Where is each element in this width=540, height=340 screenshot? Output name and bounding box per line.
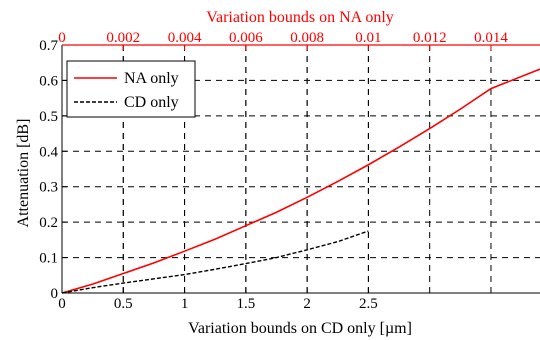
- y-tick-label: 0.3: [39, 180, 58, 196]
- y-tick-label: 0: [51, 286, 59, 302]
- bottom-tick-label: 2.5: [359, 296, 378, 312]
- series-group: [61, 68, 540, 294]
- legend-label: NA only: [124, 70, 179, 87]
- y-tick-label: 0.6: [39, 73, 58, 89]
- bottom-tick-label: 1.5: [236, 296, 255, 312]
- legend-box: [66, 60, 196, 118]
- top-tick-label: 0.006: [229, 30, 263, 46]
- bottom-tick-label: 0: [58, 296, 66, 312]
- y-tick-label: 0.2: [39, 215, 58, 231]
- grid: [62, 45, 540, 293]
- bottom-axis-label: Variation bounds on CD only [µm]: [188, 320, 412, 337]
- legend-label: CD only: [124, 94, 179, 111]
- bottom-tick-label: 0.5: [114, 296, 133, 312]
- y-tick-label: 0.7: [39, 38, 58, 54]
- top-tick-label: 0.01: [355, 30, 381, 46]
- series-line-na-only: [61, 68, 540, 294]
- series-line-cd-only: [61, 230, 369, 294]
- y-tick-label: 0.4: [39, 144, 58, 160]
- top-tick-label: 0.002: [106, 30, 140, 46]
- top-tick-label: 0.004: [168, 30, 202, 46]
- top-tick-label: 0.014: [474, 30, 508, 46]
- top-tick-label: 0.008: [290, 30, 324, 46]
- axes: [61, 44, 540, 294]
- top-axis-label: Variation bounds on NA only: [206, 9, 394, 26]
- tick-labels: 00.10.20.30.40.50.60.7 0 0.002 0.004 0.006 0.…: [39, 30, 508, 312]
- top-tick-label: 0.012: [413, 30, 447, 46]
- top-tick-label: 0: [58, 30, 66, 46]
- bottom-tick-label: 2: [303, 296, 311, 312]
- y-tick-label: 0.1: [39, 251, 58, 267]
- y-tick-label: 0.5: [39, 109, 58, 125]
- y-axis-label: Attenuation [dB]: [15, 119, 32, 228]
- legend: NA only CD only: [66, 60, 196, 118]
- bottom-tick-label: 1: [181, 296, 189, 312]
